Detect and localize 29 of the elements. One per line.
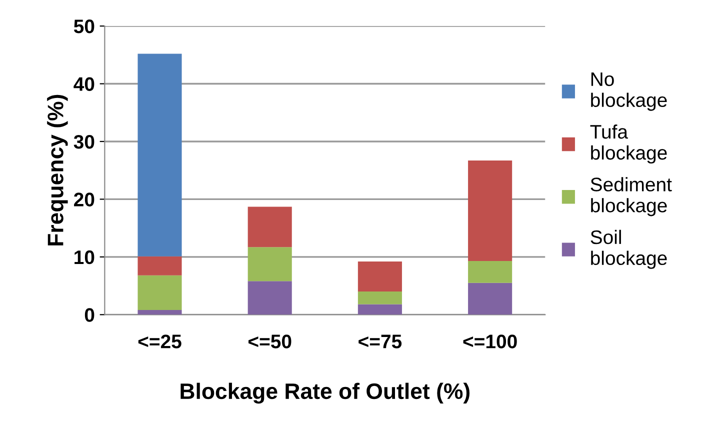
- y-tick-label: 20: [74, 192, 94, 206]
- y-tick-label: 0: [84, 308, 94, 322]
- x-tick-label: <=100: [463, 334, 517, 348]
- bar: [248, 247, 292, 282]
- bar: [138, 256, 182, 276]
- y-tick-label: 40: [74, 77, 94, 91]
- bar: [138, 54, 182, 256]
- x-tick-label: <=25: [138, 334, 182, 348]
- bar: [358, 292, 402, 304]
- legend-label: Sediment blockage: [590, 177, 672, 216]
- y-tick-label: 50: [74, 20, 94, 34]
- y-axis-title: Frequency (%): [47, 94, 68, 246]
- bar: [358, 262, 402, 292]
- x-tick-label: <=75: [358, 334, 402, 348]
- y-tick-label: 10: [74, 250, 94, 264]
- bar: [468, 160, 512, 261]
- bar: [138, 310, 182, 315]
- bar: [358, 304, 402, 315]
- bar: [468, 260, 512, 283]
- x-tick-label: <=50: [248, 334, 292, 348]
- y-tick-label: 30: [74, 134, 94, 149]
- legend-label: Tufa blockage: [590, 124, 667, 164]
- legend-label: Soil blockage: [590, 230, 667, 269]
- bar: [138, 275, 182, 310]
- bar: [248, 281, 292, 315]
- legend-label: No blockage: [591, 72, 667, 111]
- bar: [468, 282, 512, 315]
- bar: [248, 206, 292, 248]
- x-axis-title: Blockage Rate of Outlet (%): [180, 382, 470, 404]
